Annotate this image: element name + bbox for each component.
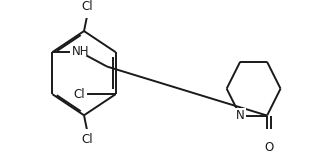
Text: O: O [264,141,274,154]
Text: Cl: Cl [81,133,93,146]
Text: Cl: Cl [73,88,85,101]
Text: Cl: Cl [81,0,93,13]
Text: N: N [236,109,244,122]
Text: N: N [234,110,243,123]
Text: NH: NH [71,45,89,58]
